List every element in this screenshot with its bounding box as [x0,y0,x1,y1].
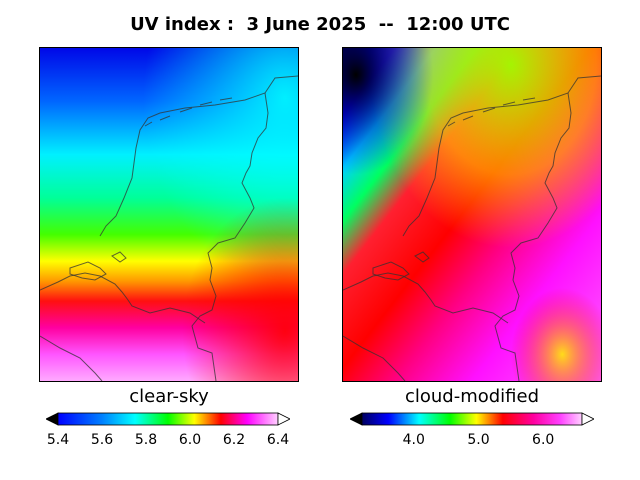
colorbar-tick-label: 5.8 [134,432,158,448]
colorbar-tick-label: 6.2 [222,432,246,448]
colorbar-under-arrow [46,412,59,426]
figure-title: UV index : 3 June 2025 -- 12:00 UTC [130,14,510,35]
cloud-modified-map [342,47,602,382]
colorbar-tick-label: 5.6 [90,432,114,448]
colorbar-tick-label: 6.4 [266,432,290,448]
cloud-modified-colorbar [350,412,594,426]
colorbar-tick-label: 6.0 [178,432,202,448]
coastline-borders [40,75,298,381]
clear-sky-map [39,47,299,382]
colorbar-tick-label: 5.4 [46,432,70,448]
clear-sky-label: clear-sky [129,386,209,407]
colorbar-tick-label: 5.0 [467,432,490,448]
coastline-borders [343,75,601,381]
colorbar-tick-label: 4.0 [402,432,425,448]
colorbar-tick-label: 6.0 [532,432,555,448]
colorbar-over-arrow [277,412,290,426]
cloud-modified-label: cloud-modified [404,386,540,407]
clear-sky-colorbar [46,412,290,426]
